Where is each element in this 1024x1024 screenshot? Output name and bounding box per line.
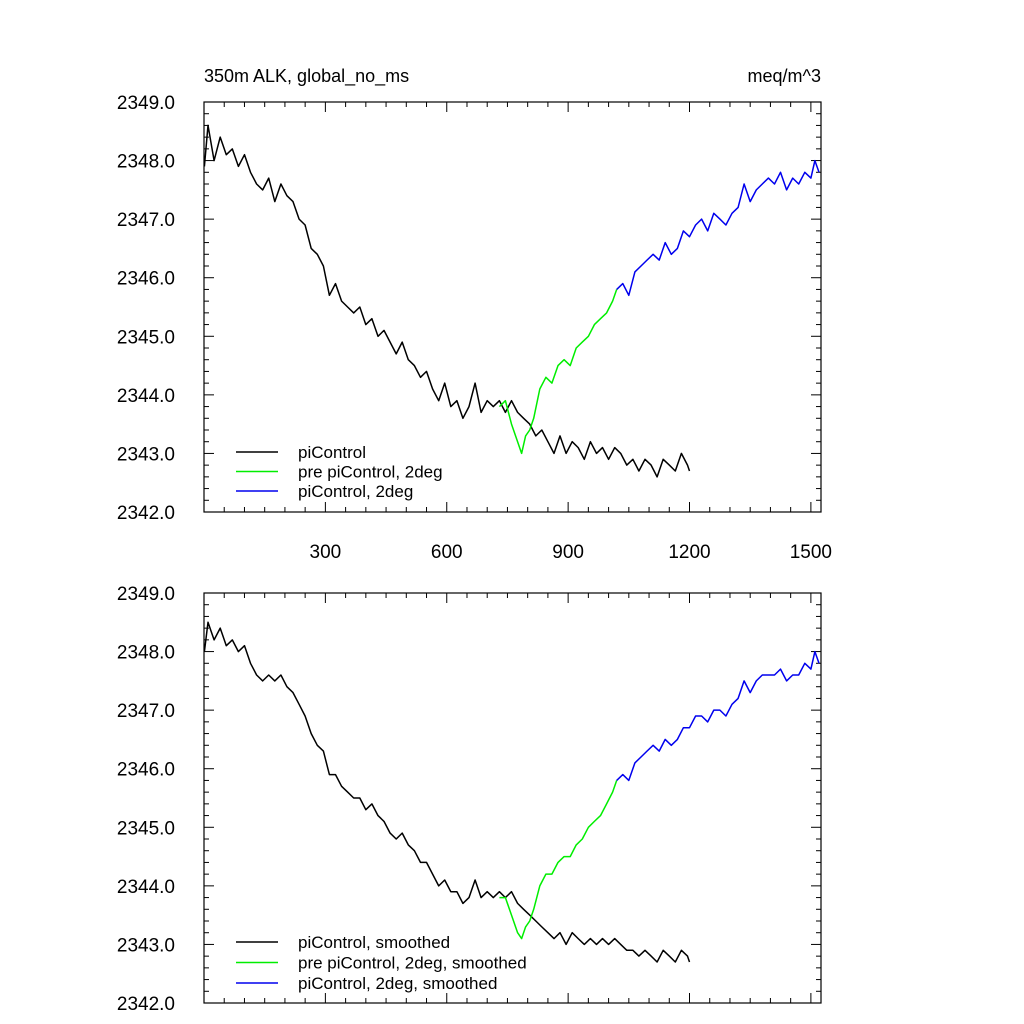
- plot-frame: [203, 592, 822, 1004]
- bottom-panel: 2342.0 2343.0 2344.0 2345.0 2346.0 2347.0 2348…: [117, 584, 822, 1015]
- plot-area: 2342.0 2343.0 2344.0 2345.0 2346.0 2347.0 2348…: [117, 93, 832, 563]
- x-tick-label: 1200: [668, 542, 710, 563]
- series-line: [203, 124, 691, 478]
- y-tick-label: 2343.0: [117, 935, 175, 956]
- x-tick-label: 600: [431, 542, 463, 563]
- legend-label: piControl, 2deg, smoothed: [298, 974, 497, 993]
- legend: piControl, smoothed pre piControl, 2deg, …: [236, 933, 527, 993]
- plot-frame: [203, 101, 822, 513]
- y-tick-label: 2348.0: [117, 152, 175, 173]
- x-tick-label: 1500: [790, 542, 832, 563]
- series-line: [499, 780, 618, 940]
- series-line: [203, 621, 691, 963]
- x-tick-label: 300: [310, 542, 342, 563]
- y-tick-label: 2346.0: [117, 760, 175, 781]
- legend-label: piControl: [298, 443, 366, 462]
- legend-label: piControl, 2deg: [298, 482, 413, 501]
- y-tick-label: 2349.0: [117, 93, 175, 114]
- y-tick-label: 2347.0: [117, 210, 175, 231]
- units-label: meq/m^3: [748, 66, 821, 86]
- top-panel: 350m ALK, global_no_ms meq/m^3 2342.0234…: [117, 66, 832, 563]
- x-tick-label: 900: [552, 542, 584, 563]
- legend-label: piControl, smoothed: [298, 933, 450, 952]
- y-tick-label: 2345.0: [117, 327, 175, 348]
- y-tick-label: 2342.0: [117, 994, 175, 1015]
- y-tick-label: 2345.0: [117, 818, 175, 839]
- legend-label: pre piControl, 2deg: [298, 463, 443, 482]
- series-line: [616, 650, 820, 782]
- legend-label: pre piControl, 2deg, smoothed: [298, 954, 527, 973]
- y-tick-label: 2343.0: [117, 444, 175, 465]
- y-tick-label: 2347.0: [117, 701, 175, 722]
- chart-title: 350m ALK, global_no_ms: [204, 66, 409, 87]
- y-tick-label: 2344.0: [117, 386, 175, 407]
- y-tick-label: 2344.0: [117, 877, 175, 898]
- y-tick-label: 2346.0: [117, 269, 175, 290]
- series-line: [498, 289, 618, 455]
- y-tick-label: 2348.0: [117, 643, 175, 664]
- series-line: [616, 159, 820, 297]
- y-tick-label: 2342.0: [117, 503, 175, 524]
- y-tick-label: 2349.0: [117, 584, 175, 605]
- plot-area: 2342.0 2343.0 2344.0 2345.0 2346.0 2347.0 2348…: [117, 584, 821, 1015]
